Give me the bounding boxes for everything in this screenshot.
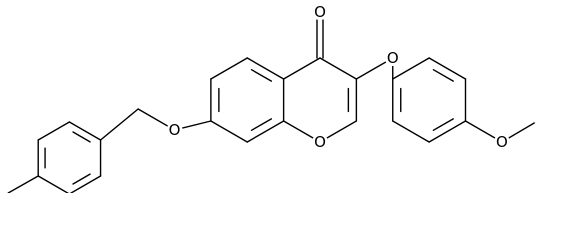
atom-label: O <box>314 3 326 21</box>
bond <box>210 120 248 143</box>
bond <box>319 57 358 80</box>
bond <box>392 57 430 80</box>
bond <box>68 121 102 141</box>
label-mask <box>384 50 401 66</box>
bond <box>432 118 454 132</box>
bond <box>72 173 91 185</box>
label-mask <box>493 134 510 150</box>
bond <box>7 175 39 193</box>
bond <box>246 120 285 143</box>
label-mask <box>312 134 328 150</box>
bond <box>432 68 454 82</box>
bond <box>37 121 71 141</box>
bond <box>392 120 430 143</box>
label-mask <box>166 122 183 138</box>
bond <box>428 57 467 80</box>
bond <box>250 68 273 82</box>
bond <box>282 57 321 80</box>
bond <box>69 175 102 193</box>
bond <box>246 57 285 80</box>
label-mask <box>312 4 328 20</box>
atom-label: O <box>387 49 399 67</box>
bond <box>37 175 70 193</box>
bond <box>99 108 139 141</box>
bond <box>428 120 467 143</box>
bond <box>72 131 91 143</box>
bond <box>210 57 248 80</box>
atom-label: O <box>496 133 508 151</box>
atom-labels: O O O O O <box>166 3 510 151</box>
bonds <box>7 19 535 193</box>
molecule-diagram: O O O O O <box>7 3 535 193</box>
atom-label: O <box>169 121 181 139</box>
bond <box>250 118 273 132</box>
atom-label: O <box>314 133 326 151</box>
